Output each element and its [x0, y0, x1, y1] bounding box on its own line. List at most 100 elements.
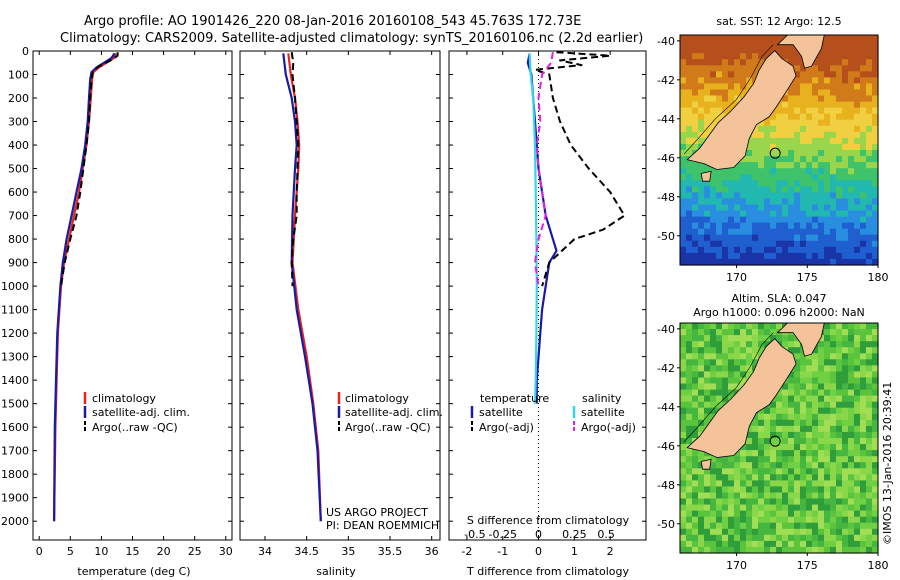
map-cell — [728, 359, 735, 366]
map-cell — [842, 401, 849, 409]
map-cell — [830, 41, 837, 48]
map-cell — [752, 180, 759, 187]
map-y-tick-label: -44 — [657, 113, 675, 126]
map-cell — [698, 462, 705, 469]
map-cell — [728, 59, 735, 66]
map-cell — [800, 444, 807, 451]
map-cell — [830, 234, 837, 242]
map-cell — [812, 71, 819, 78]
map-cell — [824, 228, 831, 236]
map-cell — [848, 95, 855, 103]
map-cell — [704, 389, 711, 397]
map-cell — [812, 492, 819, 500]
map-cell — [752, 53, 759, 60]
map-cell — [866, 35, 873, 42]
map-cell — [842, 198, 849, 206]
map-cell — [824, 480, 831, 488]
map-cell — [686, 341, 693, 348]
map-cell — [782, 168, 789, 175]
map-cell — [800, 359, 807, 366]
map-cell — [722, 240, 729, 248]
map-cell — [866, 53, 873, 60]
map-cell — [794, 77, 801, 85]
map-cell — [764, 498, 771, 506]
map-cell — [800, 546, 807, 554]
map-cell — [800, 413, 807, 421]
map-cell — [860, 522, 867, 530]
map-cell — [686, 131, 693, 139]
map-cell — [794, 216, 801, 224]
map-cell — [824, 101, 831, 109]
map-cell — [806, 180, 813, 187]
map-cell — [740, 228, 747, 236]
map-x-tick-label: 170 — [726, 271, 747, 284]
map-cell — [836, 89, 843, 97]
map-cell — [734, 77, 741, 85]
map-cell — [806, 234, 813, 242]
map-cell — [854, 474, 861, 481]
map-cell — [716, 510, 723, 518]
map-cell — [680, 77, 687, 85]
map-cell — [806, 162, 813, 169]
map-cell — [854, 240, 861, 248]
map-cell — [782, 216, 789, 224]
map-cell — [776, 498, 783, 506]
map-cell — [722, 377, 729, 385]
map-cell — [692, 101, 699, 109]
map-cell — [776, 107, 783, 115]
map-cell — [728, 234, 735, 242]
map-cell — [836, 510, 843, 518]
map-cell — [818, 365, 825, 373]
map-cell — [842, 359, 849, 366]
map-cell — [776, 150, 783, 157]
map-cell — [848, 41, 855, 48]
map-cell — [812, 113, 819, 121]
map-cell — [680, 462, 687, 469]
map-cell — [794, 198, 801, 206]
map-cell — [836, 486, 843, 494]
map-cell — [746, 365, 753, 373]
map-cell — [854, 204, 861, 212]
map-cell — [686, 47, 693, 54]
map-cell — [746, 162, 753, 169]
map-cell — [860, 65, 867, 72]
map-cell — [836, 450, 843, 457]
map-cell — [848, 438, 855, 445]
map-y-tick-label: -46 — [657, 440, 675, 453]
map-cell — [770, 401, 777, 409]
map-cell — [842, 395, 849, 403]
map-cell — [746, 359, 753, 366]
map-cell — [764, 450, 771, 457]
map-cell — [776, 504, 783, 512]
map-cell — [770, 498, 777, 506]
map-cell — [686, 528, 693, 536]
map-cell — [704, 383, 711, 391]
map-cell — [872, 180, 879, 187]
map-cell — [848, 474, 855, 481]
map-cell — [692, 450, 699, 457]
map-cell — [692, 89, 699, 97]
map-cell — [830, 131, 837, 139]
y-tick-label: 1600 — [1, 421, 29, 434]
legend-climatology-label: climatology — [345, 392, 409, 405]
map-cell — [716, 228, 723, 236]
map-cell — [872, 234, 879, 242]
map-cell — [842, 419, 849, 427]
map-cell — [854, 407, 861, 415]
map-cell — [830, 401, 837, 409]
map-cell — [830, 425, 837, 433]
map-cell — [788, 474, 795, 481]
map-cell — [848, 174, 855, 181]
map-cell — [710, 59, 717, 66]
map-cell — [698, 522, 705, 530]
map-cell — [776, 246, 783, 254]
map-cell — [782, 498, 789, 506]
map-cell — [764, 216, 771, 224]
map-cell — [842, 492, 849, 500]
map-cell — [782, 240, 789, 248]
plot-frame — [239, 50, 441, 541]
map-cell — [788, 528, 795, 536]
map-cell — [854, 65, 861, 72]
map-cell — [722, 353, 729, 360]
map-cell — [776, 492, 783, 500]
